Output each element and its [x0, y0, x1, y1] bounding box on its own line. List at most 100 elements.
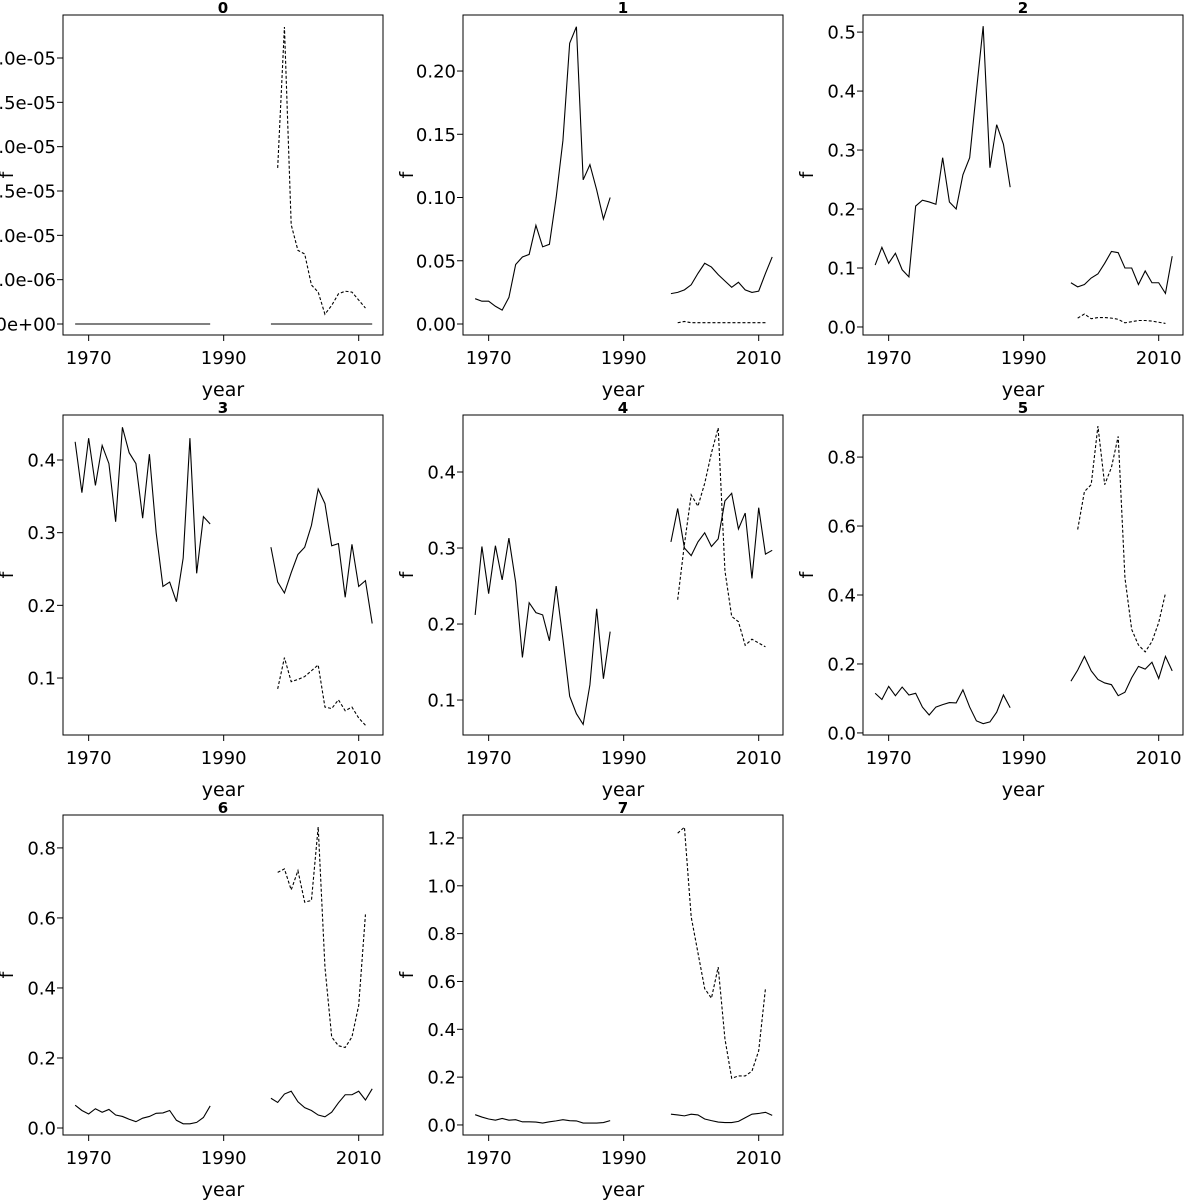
y-axis-label: f [0, 170, 18, 178]
y-tick-label: 2.5e-05 [0, 93, 56, 114]
series-line [277, 826, 366, 1049]
series-line [474, 1111, 773, 1124]
y-tick-label: 0.4 [27, 978, 56, 999]
panel: 7 year f 1970 1990 2010 0.0 0.2 0.4 0.6 0.8 1.0 1.2 [396, 799, 784, 1200]
y-tick-label: 1.5e-05 [0, 182, 56, 203]
y-tick-label: 0.8 [27, 838, 56, 859]
x-axis-label: year [202, 1179, 245, 1200]
panel-title: 1 [618, 0, 628, 17]
panel-title: 2 [1018, 0, 1028, 17]
panel: 1 year f 1970 1990 2010 0.00 0.05 0.10 0.15 0.20 [396, 0, 784, 401]
y-tick-label: 0.1 [27, 669, 56, 690]
y-tick-label: 0.1 [827, 259, 856, 280]
y-tick-label: 0.2 [427, 615, 456, 636]
x-tick-label: 1970 [66, 348, 112, 369]
y-axis-label: f [396, 170, 418, 178]
y-axis-label: f [396, 970, 418, 978]
series-line [677, 427, 766, 648]
plot-frame [62, 14, 384, 336]
x-axis-label: year [202, 379, 245, 401]
y-tick-label: 0.4 [427, 463, 456, 484]
x-tick-label: 1990 [201, 748, 247, 769]
y-tick-label: 3.0e-05 [0, 49, 56, 70]
y-tick-label: 1.2 [427, 828, 456, 849]
y-tick-label: 0.4 [827, 82, 856, 103]
y-tick-label: 0.3 [827, 141, 856, 162]
y-tick-label: 0.4 [27, 450, 56, 471]
plot-frame [462, 814, 784, 1136]
y-tick-label: 2.0e-05 [0, 137, 56, 158]
y-tick-label: 0.10 [416, 188, 456, 209]
panel-title: 6 [218, 799, 228, 817]
y-tick-label: 0.0e+00 [0, 315, 56, 336]
y-tick-label: 0.0 [827, 317, 856, 338]
panel: 6 year f 1970 1990 2010 0.0 0.2 0.4 0.6 0.8 [0, 799, 384, 1200]
series-line [474, 26, 773, 311]
x-tick-label: 1970 [66, 748, 112, 769]
x-axis-label: year [602, 1179, 645, 1200]
y-tick-label: 0.6 [827, 517, 856, 538]
y-tick-label: 0.3 [427, 539, 456, 560]
x-tick-label: 1990 [1001, 748, 1047, 769]
plot-frame [62, 814, 384, 1136]
x-tick-label: 2010 [1136, 748, 1182, 769]
x-tick-label: 1990 [201, 1148, 247, 1169]
plot-frame [462, 414, 784, 736]
series-line [1077, 425, 1166, 653]
series-line [677, 320, 766, 324]
panel-title: 3 [218, 399, 228, 417]
y-tick-label: 0.15 [416, 125, 456, 146]
series-line [1077, 313, 1166, 324]
y-tick-label: 0.4 [827, 586, 856, 607]
x-tick-label: 1970 [466, 748, 512, 769]
x-tick-label: 2010 [336, 348, 382, 369]
x-tick-label: 2010 [736, 748, 782, 769]
y-tick-label: 0.1 [427, 691, 456, 712]
series-line [874, 654, 1173, 725]
y-axis-label: f [0, 970, 18, 978]
y-tick-label: 0.4 [427, 1020, 456, 1041]
y-tick-label: 0.8 [827, 448, 856, 469]
y-tick-label: 0.2 [827, 200, 856, 221]
series-line [677, 826, 766, 1080]
series-line [277, 657, 366, 726]
x-tick-label: 1990 [201, 348, 247, 369]
x-tick-label: 1970 [66, 1148, 112, 1169]
y-axis-label: f [396, 570, 418, 578]
x-tick-label: 1990 [601, 748, 647, 769]
y-tick-label: 0.2 [27, 596, 56, 617]
x-tick-label: 2010 [736, 348, 782, 369]
y-tick-label: 5.0e-06 [0, 270, 56, 291]
y-tick-label: 0.2 [27, 1048, 56, 1069]
y-tick-label: 0.0 [27, 1118, 56, 1139]
series-line [474, 492, 773, 726]
x-axis-label: year [602, 379, 645, 401]
x-tick-label: 1970 [466, 1148, 512, 1169]
series-line [277, 26, 366, 316]
y-tick-label: 0.6 [27, 908, 56, 929]
x-tick-label: 1990 [1001, 348, 1047, 369]
y-tick-label: 0.2 [827, 654, 856, 675]
y-tick-label: 0.05 [416, 251, 456, 272]
panel: 0 year f 1970 1990 2010 0.0e+00 5.0e-06 1.0e-05 1… [0, 0, 384, 401]
y-tick-label: 0.2 [427, 1068, 456, 1089]
y-tick-label: 0.0 [427, 1115, 456, 1136]
y-tick-label: 0.00 [416, 314, 456, 335]
x-axis-label: year [602, 779, 645, 801]
panel: 4 year f 1970 1990 2010 0.1 0.2 0.3 0.4 [396, 399, 784, 801]
y-axis-label: f [796, 570, 818, 578]
panel: 5 year f 1970 1990 2010 0.0 0.2 0.4 0.6 0.8 [796, 399, 1184, 801]
plot-frame [462, 14, 784, 336]
y-tick-label: 0.5 [827, 23, 856, 44]
panel-title: 5 [1018, 399, 1028, 417]
y-tick-label: 0.6 [427, 972, 456, 993]
plot-frame [862, 14, 1184, 336]
series-line [74, 1088, 373, 1125]
x-axis-label: year [202, 779, 245, 801]
x-tick-label: 2010 [336, 1148, 382, 1169]
panel-title: 7 [618, 799, 628, 817]
x-tick-label: 2010 [1136, 348, 1182, 369]
y-tick-label: 1.0 [427, 876, 456, 897]
